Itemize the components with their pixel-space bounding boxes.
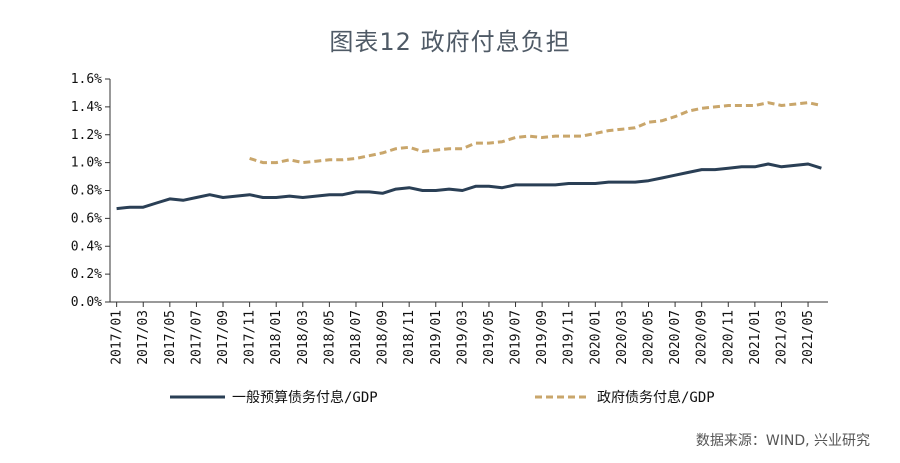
series-line-1 (249, 101, 822, 165)
x-tick-label: 2019/05 (482, 310, 497, 365)
chart-legend: 一般预算债务付息/GDP 政府债务付息/GDP (170, 389, 715, 406)
x-tick-label: 2017/01 (110, 310, 125, 365)
legend-label-0: 一般预算债务付息/GDP (232, 389, 378, 406)
x-tick-label: 2018/07 (349, 310, 364, 365)
x-tick-label: 2020/11 (721, 310, 736, 365)
y-tick-label: 0.8% (71, 184, 102, 199)
x-tick-label: 2021/01 (748, 310, 763, 365)
x-tick-label: 2021/05 (801, 310, 816, 365)
series-line-0 (116, 162, 822, 211)
x-tick-label: 2018/05 (322, 310, 337, 365)
legend-label-1: 政府债务付息/GDP (597, 389, 715, 406)
x-tick-label: 2020/09 (695, 310, 710, 365)
x-tick-label: 2017/11 (243, 310, 258, 365)
x-tick-label: 2017/05 (163, 310, 178, 365)
chart-title: 图表12 政府付息负担 (329, 28, 571, 56)
x-tick-label: 2019/07 (509, 310, 524, 365)
x-tick-label: 2020/01 (588, 310, 603, 365)
y-tick-label: 0.2% (71, 267, 102, 282)
source-note: 数据来源：WIND, 兴业研究 (695, 433, 870, 449)
x-tick-label: 2018/09 (376, 310, 391, 365)
x-tick-label: 2017/09 (216, 310, 231, 365)
x-tick-label: 2019/01 (429, 310, 444, 365)
y-tick-label: 1.2% (71, 128, 102, 143)
y-tick-label: 1.4% (71, 100, 102, 115)
chart-axes: 0.0% 0.2% 0.4% 0.6% 0.8% 1.0% 1.2% 1.4% 1.6% 2017… (71, 72, 828, 365)
y-tick-label: 1.6% (71, 72, 102, 87)
x-tick-label: 2020/05 (642, 310, 657, 365)
y-tick-label: 1.0% (71, 156, 102, 171)
x-tick-label: 2019/03 (455, 310, 470, 365)
x-tick-label: 2017/03 (136, 310, 151, 365)
x-tick-label: 2018/01 (269, 310, 284, 365)
x-tick-label: 2021/03 (774, 310, 789, 365)
x-tick-label: 2017/07 (189, 310, 204, 365)
x-tick-label: 2020/07 (668, 310, 683, 365)
chart-series (116, 101, 822, 211)
x-tick-label: 2018/11 (402, 310, 417, 365)
y-tick-label: 0.6% (71, 211, 102, 226)
x-tick-label: 2020/03 (615, 310, 630, 365)
y-tick-label: 0.4% (71, 239, 102, 254)
x-tick-label: 2019/11 (562, 310, 577, 365)
x-tick-label: 2019/09 (535, 310, 550, 365)
y-tick-label: 0.0% (71, 295, 102, 310)
x-tick-label: 2018/03 (296, 310, 311, 365)
